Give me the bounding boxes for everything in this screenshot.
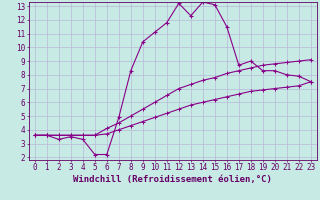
- X-axis label: Windchill (Refroidissement éolien,°C): Windchill (Refroidissement éolien,°C): [73, 175, 272, 184]
